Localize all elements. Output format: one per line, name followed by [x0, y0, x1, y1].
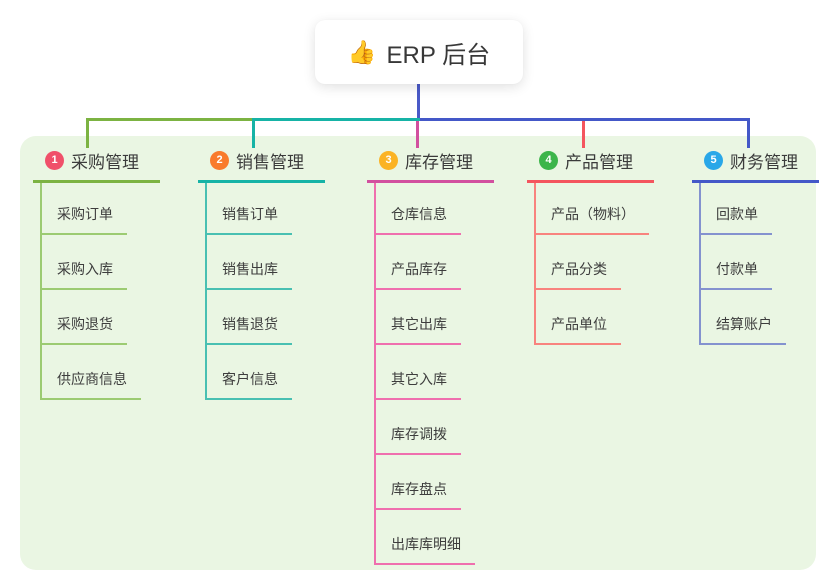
tree-item-label: 产品（物料） — [536, 204, 649, 235]
tree-item[interactable]: 客户信息 — [207, 345, 348, 400]
tree-item[interactable]: 其它出库 — [376, 290, 517, 345]
root-title: ERP 后台 — [386, 41, 491, 69]
tree-item[interactable]: 产品分类 — [536, 235, 677, 290]
branch-title: 财务管理 — [730, 153, 798, 172]
branches-panel — [20, 136, 816, 570]
tree-item-label: 供应商信息 — [42, 369, 141, 400]
tree-item[interactable]: 销售出库 — [207, 235, 348, 290]
tree-item-label: 产品单位 — [536, 314, 621, 345]
tree-item[interactable]: 结算账户 — [701, 290, 839, 345]
tree-item-label: 结算账户 — [701, 314, 786, 345]
tree-item-label: 库存盘点 — [376, 479, 461, 510]
drop-line-branch-1 — [86, 118, 89, 148]
branch-number-badge: 3 — [379, 151, 398, 170]
branch: 1 采购管理 采购订单 采购入库 采购退货 供应商信息 — [33, 148, 183, 400]
thumbs-up-icon: 👍 — [347, 38, 377, 65]
tree-item-label: 采购订单 — [42, 204, 127, 235]
root-trunk-line — [417, 84, 420, 121]
tree-item[interactable]: 库存盘点 — [376, 455, 517, 510]
tree-item-label: 销售退货 — [207, 314, 292, 345]
tree-item[interactable]: 产品（物料） — [536, 183, 677, 235]
branch-number-badge: 4 — [539, 151, 558, 170]
tree-item-label: 客户信息 — [207, 369, 292, 400]
tree-item-label: 采购入库 — [42, 259, 127, 290]
tree-item-label: 产品库存 — [376, 259, 461, 290]
branch-title: 采购管理 — [71, 153, 139, 172]
branch-items: 回款单 付款单 结算账户 — [699, 183, 839, 345]
tree-item[interactable]: 付款单 — [701, 235, 839, 290]
tree-item-label: 产品分类 — [536, 259, 621, 290]
branch-number-badge: 2 — [210, 151, 229, 170]
branch-header[interactable]: 3 库存管理 — [367, 148, 494, 183]
tree-item-label: 其它出库 — [376, 314, 461, 345]
tree-hline-left-green — [86, 118, 252, 121]
branch-number-badge: 1 — [45, 151, 64, 170]
tree-item[interactable]: 销售退货 — [207, 290, 348, 345]
tree-item[interactable]: 销售订单 — [207, 183, 348, 235]
tree-item-label: 采购退货 — [42, 314, 127, 345]
branch-header[interactable]: 2 销售管理 — [198, 148, 325, 183]
branch-header[interactable]: 4 产品管理 — [527, 148, 654, 183]
branch-number-badge: 5 — [704, 151, 723, 170]
drop-line-branch-3 — [416, 121, 419, 148]
tree-item[interactable]: 库存调拨 — [376, 400, 517, 455]
tree-item[interactable]: 供应商信息 — [42, 345, 183, 400]
tree-hline-mid-teal — [252, 118, 420, 121]
tree-item[interactable]: 采购入库 — [42, 235, 183, 290]
tree-item-label: 付款单 — [701, 259, 772, 290]
tree-item-label: 回款单 — [701, 204, 772, 235]
tree-item[interactable]: 产品库存 — [376, 235, 517, 290]
branch: 4 产品管理 产品（物料） 产品分类 产品单位 — [527, 148, 677, 345]
root-node[interactable]: 👍 ERP 后台 — [315, 20, 523, 84]
drop-line-branch-5 — [747, 118, 750, 148]
tree-item[interactable]: 其它入库 — [376, 345, 517, 400]
tree-item-label: 销售订单 — [207, 204, 292, 235]
branch-header[interactable]: 5 财务管理 — [692, 148, 819, 183]
branch: 3 库存管理 仓库信息 产品库存 其它出库 其它入库 库存调拨 库存盘点 出库库… — [367, 148, 517, 565]
branch-items: 销售订单 销售出库 销售退货 客户信息 — [205, 183, 348, 400]
tree-item-label: 库存调拨 — [376, 424, 461, 455]
tree-item[interactable]: 采购订单 — [42, 183, 183, 235]
tree-item[interactable]: 仓库信息 — [376, 183, 517, 235]
drop-line-branch-4 — [582, 121, 585, 148]
tree-item[interactable]: 出库库明细 — [376, 510, 517, 565]
tree-item[interactable]: 产品单位 — [536, 290, 677, 345]
branch-items: 仓库信息 产品库存 其它出库 其它入库 库存调拨 库存盘点 出库库明细 — [374, 183, 517, 565]
tree-item-label: 其它入库 — [376, 369, 461, 400]
drop-line-branch-2 — [252, 118, 255, 148]
tree-item-label: 出库库明细 — [376, 534, 475, 565]
tree-item[interactable]: 采购退货 — [42, 290, 183, 345]
tree-item[interactable]: 回款单 — [701, 183, 839, 235]
branch-title: 库存管理 — [405, 153, 473, 172]
tree-hline-right-blue — [420, 118, 750, 121]
branch-title: 产品管理 — [565, 153, 633, 172]
branch: 5 财务管理 回款单 付款单 结算账户 — [692, 148, 839, 345]
branch-title: 销售管理 — [236, 153, 304, 172]
branch-items: 采购订单 采购入库 采购退货 供应商信息 — [40, 183, 183, 400]
branch-header[interactable]: 1 采购管理 — [33, 148, 160, 183]
branch-items: 产品（物料） 产品分类 产品单位 — [534, 183, 677, 345]
tree-item-label: 销售出库 — [207, 259, 292, 290]
branch: 2 销售管理 销售订单 销售出库 销售退货 客户信息 — [198, 148, 348, 400]
tree-item-label: 仓库信息 — [376, 204, 461, 235]
